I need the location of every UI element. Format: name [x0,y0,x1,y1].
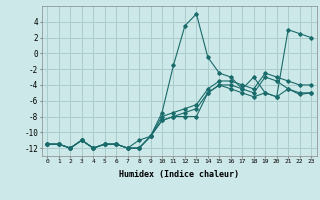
X-axis label: Humidex (Indice chaleur): Humidex (Indice chaleur) [119,170,239,179]
